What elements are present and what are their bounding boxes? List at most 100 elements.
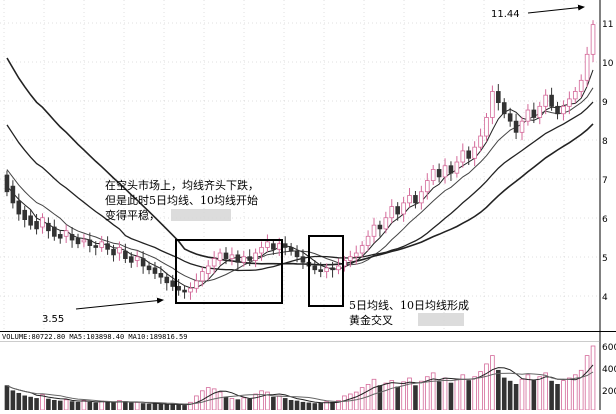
candle-body	[34, 221, 39, 230]
candle-body	[330, 267, 335, 271]
candle-body	[164, 276, 170, 284]
candle-body	[16, 200, 22, 215]
candle-body	[413, 195, 418, 204]
candle-body	[501, 102, 507, 115]
golden-cross-box	[308, 235, 344, 307]
moving-average-lines	[6, 57, 594, 289]
volume-bar	[543, 372, 548, 411]
candle-body	[484, 117, 489, 137]
candle-body	[543, 94, 548, 107]
volume-bar	[57, 400, 63, 411]
volume-bar	[205, 387, 211, 411]
volume-bar	[111, 402, 116, 411]
price-axis: 11 10 9 8 7 6 5 4	[602, 20, 614, 303]
candle-body	[200, 271, 205, 282]
candle-body	[472, 146, 477, 159]
note-bottom-line-1: 5日均线、10日均线形成	[349, 298, 469, 312]
ma20-line	[6, 101, 594, 272]
volume-bar	[590, 345, 596, 411]
price-tick: 6	[602, 215, 608, 225]
note-top-line-1: 在空头市场上，均线齐头下跌，	[105, 178, 259, 192]
note-top-line-2: 但是此时5日均线、10均线开始	[105, 193, 258, 207]
candle-body	[430, 169, 436, 181]
volume-bar	[496, 369, 501, 411]
candle-body	[324, 267, 329, 272]
consolidation-box	[175, 239, 283, 304]
volume-bar	[466, 380, 472, 411]
candle-body	[81, 239, 87, 243]
candle-body	[105, 243, 110, 250]
volume-bar	[348, 393, 353, 411]
candle-body	[99, 241, 104, 248]
candle-body	[57, 234, 63, 239]
candle-body	[10, 185, 16, 204]
candle-body	[549, 94, 554, 107]
candle-body	[312, 265, 318, 271]
volume-bar	[312, 403, 318, 411]
candle-body	[442, 165, 448, 178]
volume-bar	[69, 401, 75, 411]
candle-body	[188, 287, 193, 293]
candle-body	[490, 91, 495, 118]
candle-body	[182, 289, 187, 293]
volume-bar	[10, 390, 16, 411]
candle-body	[276, 243, 282, 250]
candle-body	[371, 224, 377, 237]
candle-body	[383, 217, 389, 230]
volume-ma10-line	[6, 371, 594, 405]
volume-bar	[140, 403, 146, 411]
volume-bar	[442, 377, 448, 411]
candle-body	[348, 256, 353, 261]
candle-body	[117, 247, 122, 254]
volume-bar	[567, 377, 572, 411]
volume-bar	[584, 355, 590, 411]
candle-body	[478, 135, 483, 148]
candle-body	[555, 105, 560, 115]
volume-bar	[353, 391, 359, 411]
volume-bar	[253, 393, 258, 411]
candle-body	[46, 222, 51, 232]
ma10-line	[6, 87, 594, 282]
volume-axis: 6000 4000 2000	[602, 343, 616, 397]
volume-bar	[484, 363, 489, 411]
high-price-label: 11.44	[491, 9, 520, 20]
volume-bar	[537, 376, 543, 411]
volume-bar	[28, 396, 33, 411]
volume-bar	[377, 385, 383, 411]
volume-bar	[330, 401, 335, 411]
candle-body	[69, 234, 75, 241]
candle-body	[466, 150, 472, 159]
candle-body	[454, 161, 460, 174]
volume-bar	[531, 380, 537, 411]
volume-bar	[519, 378, 525, 411]
volume-bar	[472, 376, 477, 411]
volume-bar	[40, 394, 45, 411]
volume-bar	[549, 380, 554, 411]
volume-bar	[460, 374, 466, 411]
candle-body	[205, 265, 211, 274]
volume-bar	[46, 398, 51, 411]
candle-body	[377, 224, 383, 230]
candle-body	[87, 239, 93, 246]
volume-bar	[282, 398, 288, 411]
candle-body	[419, 191, 424, 204]
note-top-line-3: 变得平稳，	[105, 208, 160, 222]
candle-body	[229, 254, 235, 259]
candle-body	[235, 254, 241, 263]
volume-bar	[52, 399, 57, 411]
candle-body	[318, 269, 324, 272]
volume-bar	[513, 383, 519, 411]
volume-bar	[22, 395, 28, 411]
volume-bar	[276, 395, 282, 411]
volume-bar	[507, 380, 513, 411]
candle-body	[170, 280, 176, 287]
candle-body	[4, 174, 10, 193]
candle-body	[519, 120, 525, 133]
candle-body	[63, 230, 69, 237]
volume-bar	[501, 377, 507, 411]
candle-body	[93, 245, 99, 248]
volume-bar	[448, 382, 454, 411]
candle-body	[217, 252, 223, 261]
